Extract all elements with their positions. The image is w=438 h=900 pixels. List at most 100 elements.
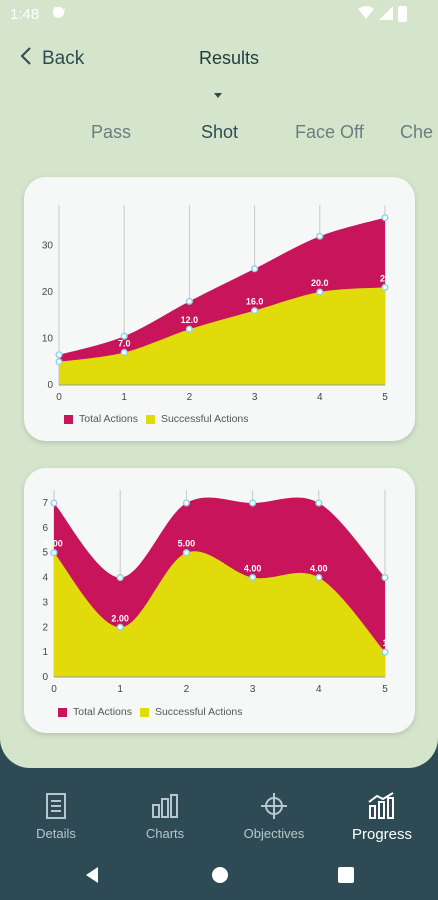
system-home-icon[interactable]	[211, 866, 229, 889]
point-successful-actions	[381, 283, 389, 291]
point-successful-actions	[251, 307, 259, 315]
legend-swatch-total	[58, 707, 67, 717]
point-successful-actions	[120, 348, 128, 357]
area-successful-actions	[54, 551, 385, 677]
y-tick-label: 2	[42, 622, 48, 633]
data-label: 12.0	[181, 315, 199, 325]
point-total-actions	[55, 351, 63, 359]
point-total-actions	[249, 499, 257, 507]
x-tick-label: 0	[56, 392, 62, 403]
y-tick-label: 10	[42, 334, 54, 345]
back-label: Back	[42, 48, 85, 69]
point-successful-actions	[249, 574, 257, 582]
x-tick-label: 5	[382, 684, 388, 695]
y-tick-label: 0	[42, 672, 48, 683]
data-label: 1	[382, 638, 387, 648]
legend-item-successful: Successful Actions	[145, 413, 249, 425]
point-total-actions	[381, 574, 389, 582]
chevron-left-icon	[20, 46, 32, 72]
chart-card-1: 7.0 12.0 16.0 20.0 21 0 1 2 3 4 5 0 10 20 30 Total Act…	[24, 177, 415, 441]
y-tick-label: 4	[42, 573, 48, 584]
point-total-actions	[50, 499, 58, 507]
legend-label-total: Total Actions	[73, 706, 132, 718]
crosshair-icon	[234, 792, 314, 820]
nav-objectives-label: Objectives	[243, 826, 305, 841]
point-total-actions	[316, 232, 324, 240]
y-tick-label: 0	[47, 380, 53, 391]
point-successful-actions	[116, 623, 124, 631]
page-title: Results	[198, 48, 260, 68]
y-tick-label: 30	[42, 241, 54, 252]
legend-label-successful: Successful Actions	[154, 706, 243, 718]
system-recents-icon[interactable]	[337, 866, 355, 889]
chart-2-legend: Total Actions Successful Actions	[58, 706, 251, 718]
back-button[interactable]: Back	[20, 46, 84, 72]
app-screen: 1:48 Back Results Pass Shot Face Off Che…	[0, 0, 438, 768]
battery-icon	[398, 6, 407, 22]
tab-che[interactable]: Che	[400, 122, 434, 142]
area-successful-actions	[59, 287, 385, 385]
data-label: 7.0	[118, 338, 131, 348]
x-tick-label: 1	[117, 684, 123, 695]
tab-bar: Pass Shot Face Off Che	[0, 122, 438, 152]
nav-details[interactable]: Details	[16, 792, 96, 841]
data-label: 5.00	[178, 539, 196, 549]
bottom-nav: Details Charts Objectives Progress	[0, 768, 438, 858]
point-successful-actions	[381, 648, 389, 656]
tab-face-off[interactable]: Face Off	[295, 122, 364, 142]
nav-progress-label: Progress	[351, 826, 413, 843]
legend-swatch-successful	[139, 707, 149, 717]
wifi-icon	[358, 5, 374, 26]
notification-icon	[52, 6, 66, 22]
legend-item-total: Total Actions	[64, 413, 138, 425]
x-tick-label: 2	[187, 392, 193, 403]
point-total-actions	[185, 297, 193, 305]
data-label: 20.0	[311, 278, 329, 288]
area-chart-2: 5.00 2.00 5.00 4.00 4.00 1 0 1 2 3 4 5 0 1 2 3 4 5 6 7	[42, 490, 389, 695]
data-label: 4.00	[244, 564, 262, 574]
y-tick-label: 1	[42, 647, 48, 658]
legend-item-successful: Successful Actions	[139, 706, 243, 718]
chart-1-legend: Total Actions Successful Actions	[64, 413, 257, 425]
legend-item-total: Total Actions	[58, 706, 132, 718]
y-tick-label: 7	[42, 498, 48, 509]
x-tick-label: 2	[184, 684, 190, 695]
point-total-actions	[315, 499, 323, 507]
y-tick-label: 3	[42, 597, 48, 608]
x-tick-label: 1	[121, 392, 127, 403]
data-label: 21	[380, 273, 390, 283]
point-total-actions	[116, 574, 124, 582]
nav-objectives[interactable]: Objectives	[234, 792, 314, 841]
tab-shot[interactable]: Shot	[201, 122, 239, 142]
y-tick-label: 20	[42, 287, 54, 298]
progress-chart-icon	[342, 792, 422, 820]
x-tick-label: 3	[250, 684, 256, 695]
legend-swatch-successful	[145, 414, 155, 424]
nav-charts[interactable]: Charts	[125, 792, 205, 841]
legend-label-successful: Successful Actions	[160, 413, 249, 425]
x-tick-label: 5	[382, 392, 388, 403]
point-total-actions	[251, 265, 259, 273]
document-icon	[16, 792, 96, 820]
chart-card-2: 5.00 2.00 5.00 4.00 4.00 1 0 1 2 3 4 5 0 1 2 3 4 5 6 7 Tota…	[24, 468, 415, 733]
bar-chart-icon	[125, 792, 205, 820]
nav-charts-label: Charts	[145, 826, 185, 841]
point-successful-actions	[315, 574, 323, 582]
system-back-icon[interactable]	[84, 866, 100, 889]
x-tick-label: 4	[316, 684, 322, 695]
point-total-actions	[182, 499, 190, 507]
point-successful-actions	[316, 288, 324, 296]
tab-pass[interactable]: Pass	[91, 122, 132, 142]
dropdown-caret-icon[interactable]	[214, 93, 222, 98]
legend-label-total: Total Actions	[79, 413, 138, 425]
data-label: 16.0	[246, 297, 264, 307]
x-tick-label: 3	[252, 392, 258, 403]
nav-progress[interactable]: Progress	[342, 792, 422, 843]
point-total-actions	[120, 332, 128, 340]
system-nav-bar	[0, 858, 438, 900]
data-label: 2.00	[111, 613, 129, 623]
point-successful-actions	[55, 358, 63, 366]
x-tick-label: 0	[51, 684, 57, 695]
legend-swatch-total	[64, 414, 73, 424]
status-time: 1:48	[10, 6, 40, 23]
